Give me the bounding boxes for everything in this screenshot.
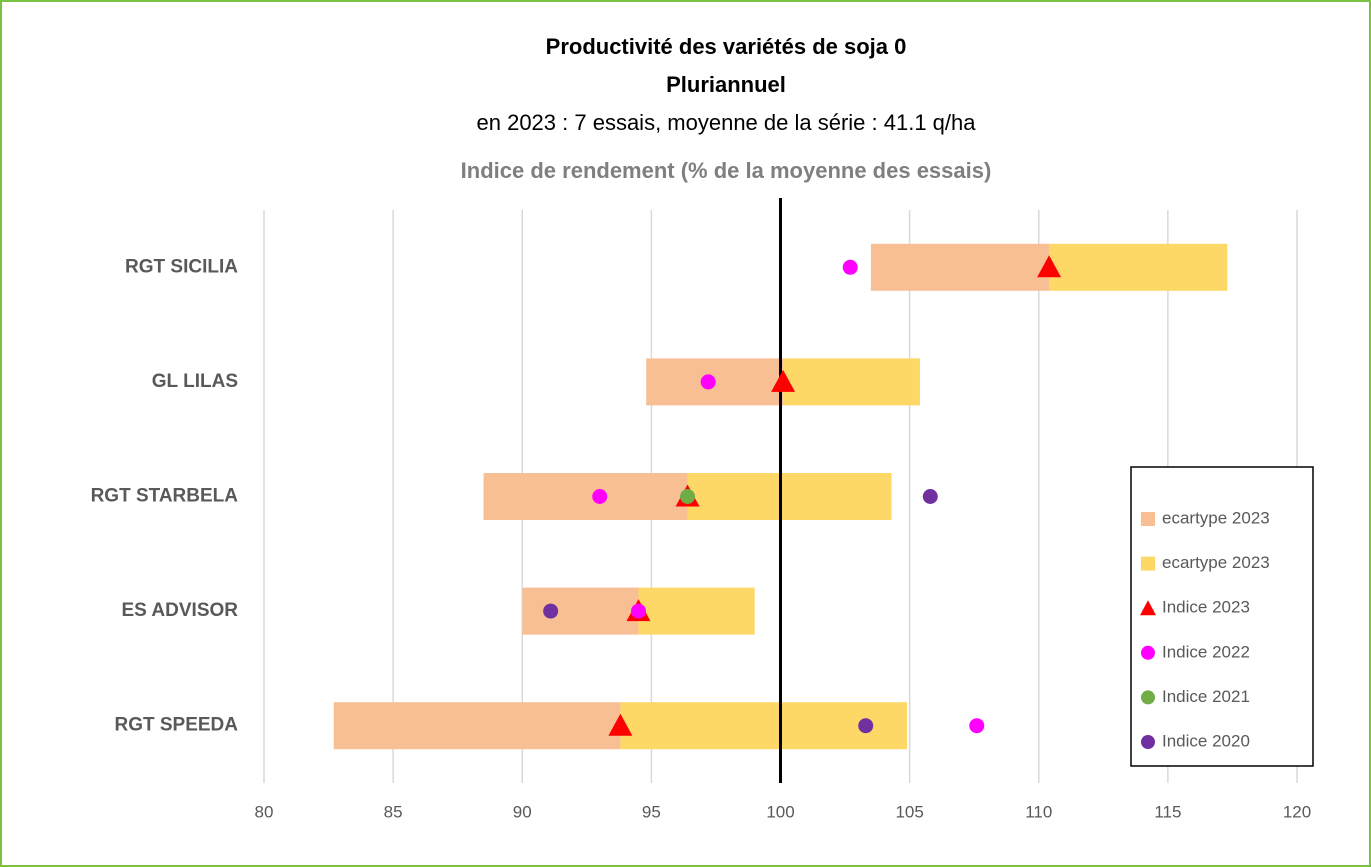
sd-bar — [870, 243, 1050, 291]
legend-swatch — [1141, 512, 1155, 526]
dot-marker — [700, 374, 716, 390]
sd-bar — [638, 587, 755, 635]
x-tick-label: 85 — [384, 802, 403, 821]
legend-label: Indice 2022 — [1162, 642, 1250, 661]
category-label: RGT STARBELA — [91, 486, 239, 507]
dot-marker — [858, 718, 874, 734]
x-tick-label: 90 — [513, 802, 532, 821]
legend-swatch — [1141, 556, 1155, 571]
x-tick-label: 115 — [1154, 802, 1181, 821]
chart-note: en 2023 : 7 essais, moyenne de la série … — [477, 110, 977, 135]
x-tick-label: 80 — [255, 802, 274, 821]
triangle-marker — [771, 369, 796, 392]
x-tick-label: 110 — [1025, 802, 1052, 821]
legend-label: Indice 2023 — [1162, 598, 1250, 617]
dot-marker — [630, 603, 646, 619]
sd-bar — [783, 358, 920, 406]
dot-marker — [592, 489, 608, 504]
sd-bar — [687, 473, 892, 520]
legend-label: ecartype 2023 — [1162, 508, 1270, 527]
chart-title: Productivité des variétés de soja 0 — [546, 34, 907, 59]
sd-bar — [333, 702, 621, 750]
triangle-marker — [608, 713, 633, 736]
chart-subtitle: Pluriannuel — [666, 72, 786, 97]
dot-marker — [969, 718, 985, 734]
x-tick-label: 95 — [642, 802, 661, 821]
category-label: ES ADVISOR — [122, 600, 239, 621]
legend-swatch — [1141, 735, 1155, 749]
legend-label: ecartype 2023 — [1162, 553, 1270, 572]
sd-bar — [1049, 243, 1228, 291]
sd-bar — [483, 473, 688, 520]
dot-marker — [680, 489, 696, 504]
legend-label: Indice 2021 — [1162, 687, 1250, 706]
dot-marker — [543, 603, 559, 619]
dot-marker — [922, 489, 938, 504]
category-label: GL LILAS — [152, 371, 238, 392]
legend-label: Indice 2020 — [1162, 731, 1250, 750]
x-tick-label: 120 — [1283, 802, 1311, 821]
x-tick-label: 100 — [766, 802, 794, 821]
legend-swatch — [1140, 600, 1156, 616]
x-tick-label: 105 — [895, 802, 923, 821]
legend-swatch — [1141, 690, 1155, 705]
dot-marker — [842, 259, 858, 275]
triangle-marker — [1037, 255, 1062, 278]
axis-label: Indice de rendement (% de la moyenne des… — [461, 158, 992, 183]
sd-bar — [522, 587, 639, 635]
category-label: RGT SICILIA — [125, 256, 238, 277]
category-label: RGT SPEEDA — [114, 715, 238, 736]
legend-swatch — [1141, 645, 1155, 660]
legend-box — [1130, 466, 1314, 767]
